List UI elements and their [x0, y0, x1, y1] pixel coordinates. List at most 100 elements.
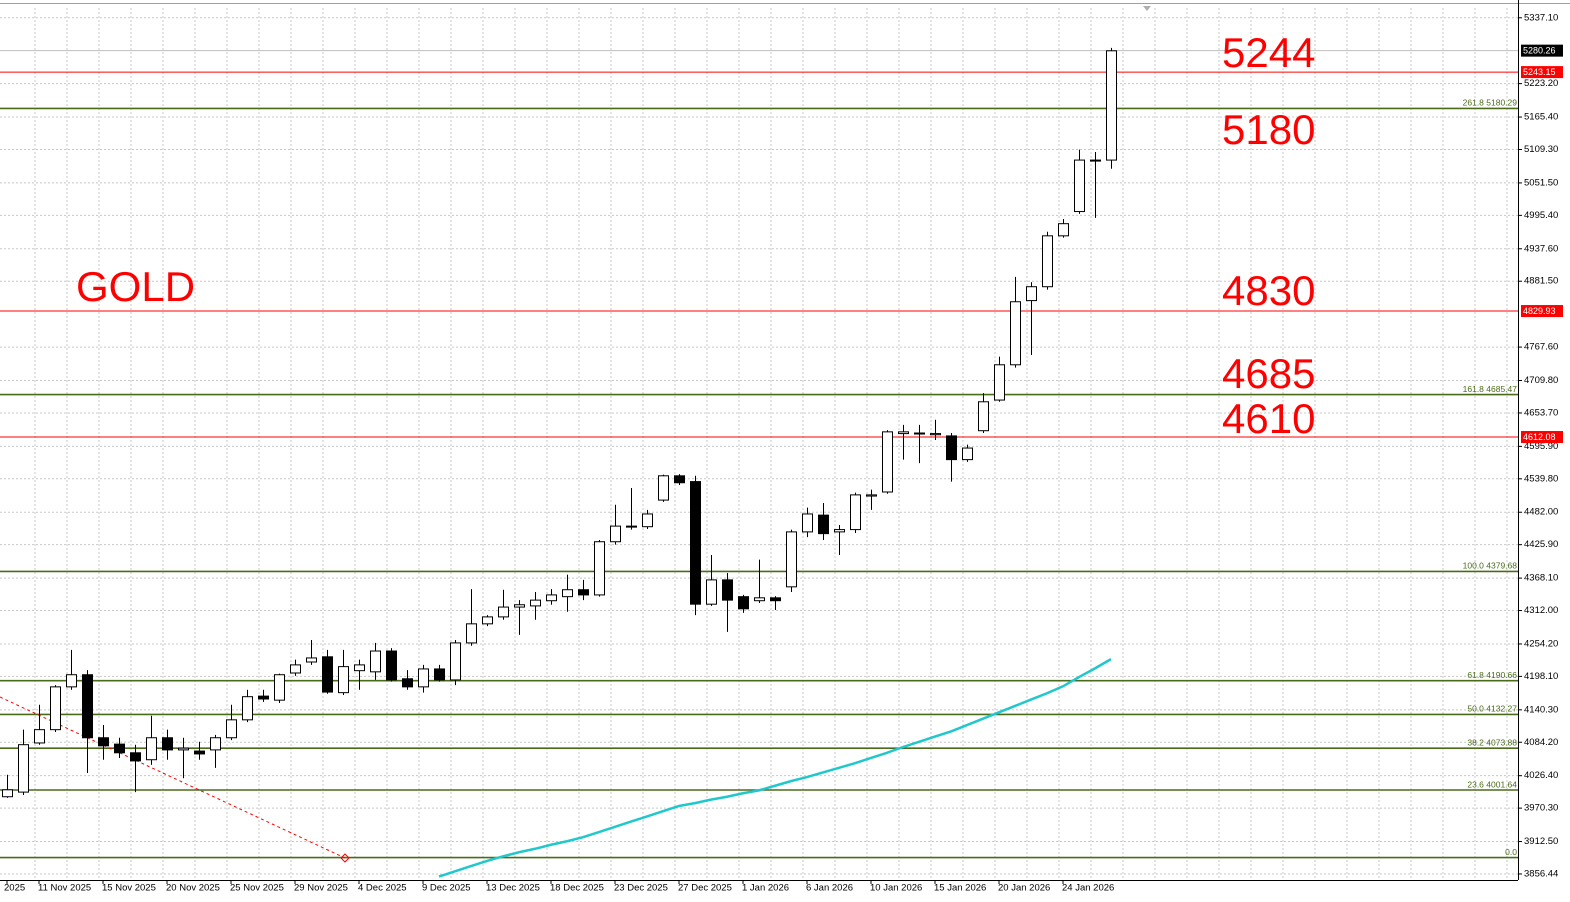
- candle: [594, 539, 605, 597]
- candle-body: [1042, 235, 1053, 288]
- candle: [642, 509, 653, 530]
- candle: [994, 356, 1005, 402]
- candle-body: [802, 513, 813, 533]
- candle-body: [514, 604, 525, 608]
- candle: [850, 492, 861, 534]
- annotation: GOLD: [76, 263, 195, 310]
- candle: [82, 670, 93, 774]
- candle: [98, 725, 109, 760]
- candle: [626, 487, 637, 530]
- candle-body: [1074, 159, 1085, 213]
- y-tick-label: 4425.90: [1524, 539, 1558, 550]
- candle: [1090, 151, 1101, 218]
- y-tick-label: 4312.00: [1524, 605, 1558, 616]
- x-tick-label: 2025: [4, 883, 25, 894]
- candle-body: [34, 729, 45, 744]
- candle-body: [962, 447, 973, 461]
- candle-body: [146, 737, 157, 761]
- candle-body: [1026, 286, 1037, 302]
- y-tick-label: 5165.40: [1524, 112, 1558, 123]
- candle: [658, 474, 669, 502]
- candle-body: [130, 752, 141, 762]
- moving-average-line: [438, 658, 1112, 878]
- y-tick-label: 5109.30: [1524, 144, 1558, 155]
- candle-body: [274, 674, 285, 701]
- current-price-tag: [1521, 44, 1563, 57]
- candle-body: [786, 531, 797, 588]
- candle: [178, 737, 189, 779]
- candle: [610, 504, 621, 545]
- candle-body: [50, 686, 61, 731]
- candle: [834, 524, 845, 556]
- candle-body: [658, 475, 669, 501]
- candle: [1074, 149, 1085, 214]
- y-tick-label: 5223.20: [1524, 78, 1558, 89]
- candle: [786, 529, 797, 593]
- candles: [2, 47, 1117, 878]
- candle-body: [882, 431, 893, 493]
- fib-label: 50.0 4132.27: [1467, 704, 1517, 714]
- candle-body: [1106, 50, 1117, 161]
- candle-body: [994, 364, 1005, 401]
- x-tick-label: 25 Nov 2025: [230, 883, 284, 894]
- candle-body: [402, 678, 413, 688]
- candle: [338, 649, 349, 695]
- candle-body: [162, 737, 173, 751]
- candle-body: [306, 657, 317, 663]
- candle-body: [930, 433, 941, 436]
- candle-body: [2, 789, 13, 798]
- candle: [738, 594, 749, 613]
- candle: [194, 741, 205, 760]
- candle: [946, 433, 957, 482]
- annotation: 4685: [1222, 350, 1315, 397]
- candle: [514, 600, 525, 635]
- candle: [402, 670, 413, 690]
- candle-body: [114, 743, 125, 754]
- candle: [466, 589, 477, 646]
- y-tick-label: 4709.80: [1524, 375, 1558, 386]
- candle: [722, 572, 733, 632]
- y-tick-label: 4254.20: [1524, 638, 1558, 649]
- price-tag-label: 5243.15: [1523, 67, 1556, 77]
- candle: [242, 689, 253, 723]
- candle-body: [738, 596, 749, 610]
- candle: [754, 559, 765, 604]
- candle: [898, 424, 909, 460]
- y-tick-label: 4198.10: [1524, 671, 1558, 682]
- candle: [1026, 282, 1037, 355]
- candle: [258, 689, 269, 702]
- candle-body: [626, 525, 637, 528]
- candle-body: [674, 475, 685, 484]
- y-tick-label: 4368.10: [1524, 573, 1558, 584]
- candle: [34, 704, 45, 745]
- candle-body: [834, 529, 845, 533]
- annotation: 4830: [1222, 267, 1315, 314]
- x-tick-label: 15 Jan 2026: [934, 883, 986, 894]
- y-tick-label: 3970.30: [1524, 803, 1558, 814]
- candle-body: [194, 750, 205, 755]
- candle: [1106, 47, 1117, 169]
- candle: [66, 649, 77, 690]
- candle-body: [898, 431, 909, 435]
- candle-body: [450, 642, 461, 681]
- candle: [386, 648, 397, 682]
- candle-body: [1058, 223, 1069, 237]
- candle-body: [418, 668, 429, 688]
- candle: [370, 642, 381, 680]
- x-tick-label: 27 Dec 2025: [678, 883, 732, 894]
- fib-label: 100.0 4379.68: [1463, 561, 1518, 571]
- candle-body: [82, 674, 93, 739]
- x-tick-label: 1 Jan 2026: [742, 883, 789, 894]
- fib-label: 23.6 4001.64: [1467, 779, 1517, 789]
- candle: [1042, 231, 1053, 290]
- x-tick-label: 15 Nov 2025: [102, 883, 156, 894]
- candle-body: [322, 656, 333, 693]
- candle: [706, 555, 717, 606]
- candle: [482, 615, 493, 627]
- candle: [274, 673, 285, 704]
- candle-body: [594, 541, 605, 596]
- x-tick-label: 24 Jan 2026: [1062, 883, 1114, 894]
- candle-body: [546, 594, 557, 602]
- candle: [498, 589, 509, 620]
